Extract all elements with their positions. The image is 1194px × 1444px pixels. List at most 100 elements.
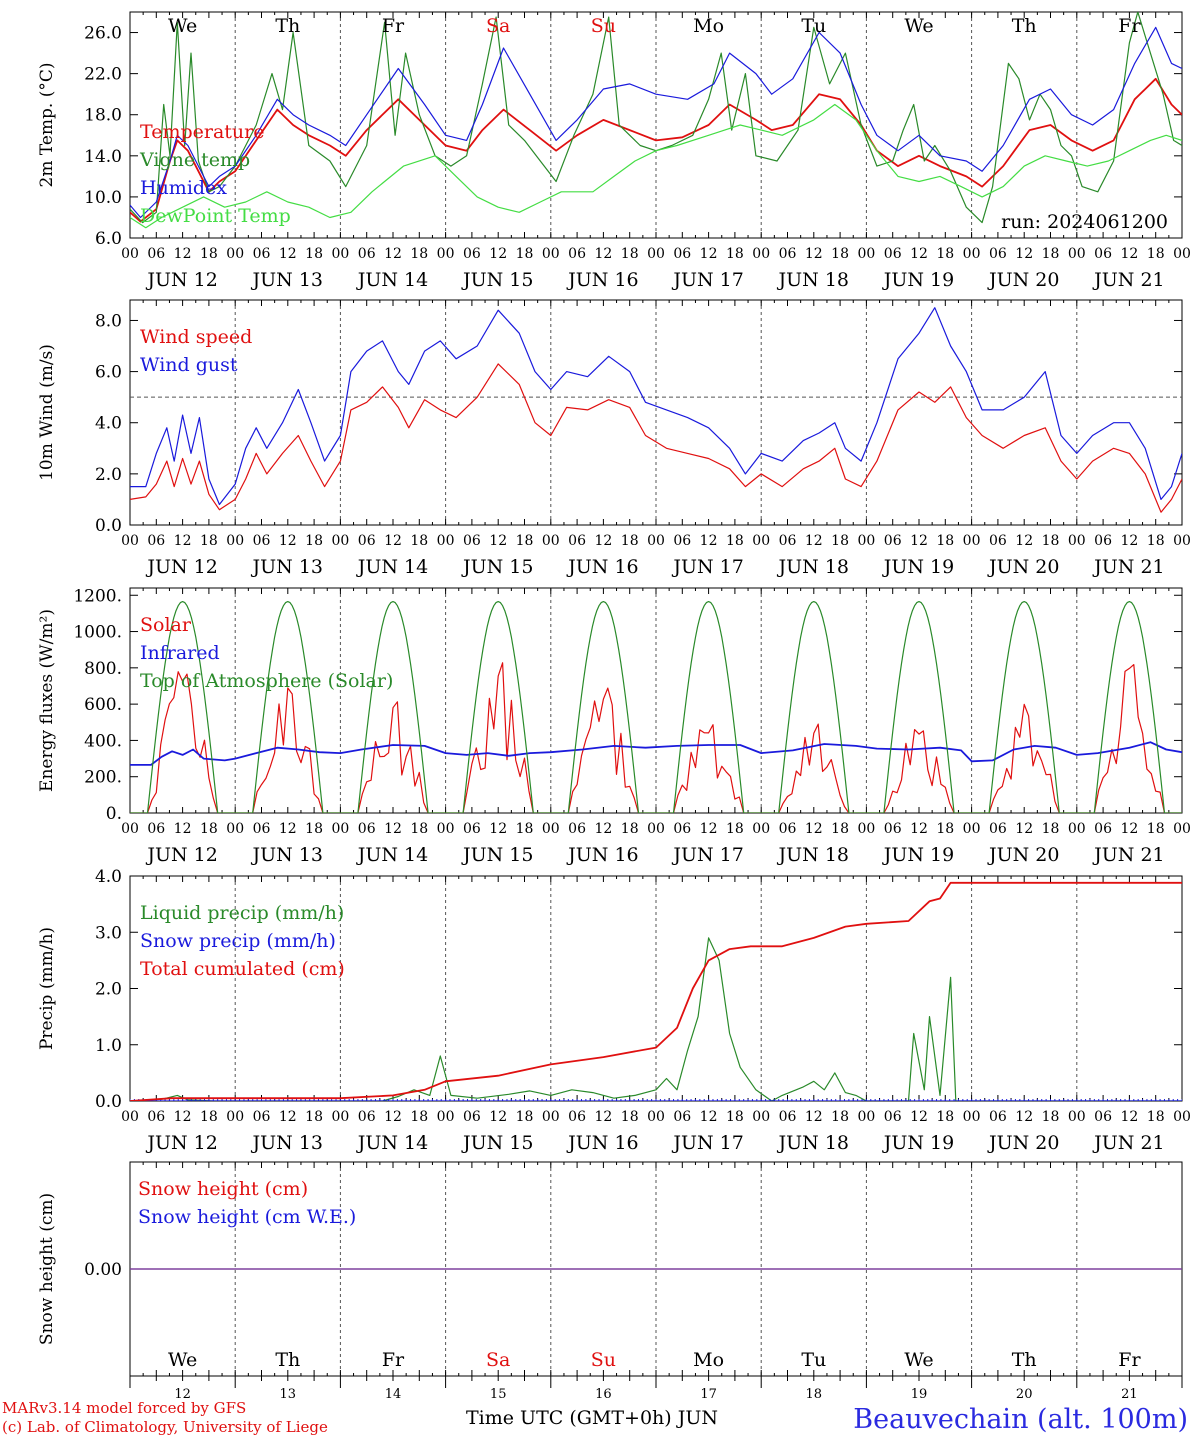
hour-tick-label: 18: [621, 821, 639, 837]
y-axis-label: 10m Wind (m/s): [37, 344, 57, 481]
panel-4: 0.0 1.0 2.0 3.0 4.0 Precip (mm/h) 00 06 12 18 00 06…: [37, 867, 1191, 1154]
hour-tick-label: 12: [489, 533, 507, 549]
y-tick-label: 10.0: [84, 188, 122, 208]
hour-tick-label: 00: [121, 1109, 139, 1125]
hour-tick-label: 18: [726, 821, 744, 837]
hour-tick-label: 18: [410, 821, 428, 837]
hour-tick-label: 18: [831, 533, 849, 549]
legend-entry: Infrared: [140, 642, 220, 664]
hour-tick-label: 12: [1120, 246, 1138, 262]
hour-tick-label: 12: [700, 821, 718, 837]
hour-tick-label: 18: [936, 1109, 954, 1125]
hour-tick-label: 18: [726, 1109, 744, 1125]
hour-tick-label: 18: [936, 821, 954, 837]
hour-tick-label: 12: [910, 1109, 928, 1125]
hour-tick-label: 00: [752, 246, 770, 262]
series-line-3: [130, 881, 1182, 1101]
hour-tick-label: 00: [857, 246, 875, 262]
y-tick-label: 200.: [84, 768, 122, 788]
hour-tick-label: 12: [1120, 1109, 1138, 1125]
hour-tick-label: 18: [516, 821, 534, 837]
y-tick-label: 400.: [84, 731, 122, 751]
date-label: JUN 16: [566, 1132, 638, 1154]
legend-entry: Temperature: [140, 121, 264, 143]
date-label: JUN 19: [882, 269, 954, 291]
date-label: JUN 21: [1092, 844, 1164, 866]
date-label: JUN 19: [882, 556, 954, 578]
hour-tick-label: 06: [253, 533, 271, 549]
hour-tick-label: 06: [1094, 1109, 1112, 1125]
day-name-label: We: [168, 15, 197, 37]
date-label: JUN 16: [566, 844, 638, 866]
hour-tick-label: 18: [936, 533, 954, 549]
hour-tick-label: 06: [147, 1109, 165, 1125]
hour-tick-label: 12: [700, 1109, 718, 1125]
date-label: JUN 20: [987, 269, 1059, 291]
hour-tick-label: 12: [174, 533, 192, 549]
hour-tick-label: 18: [516, 533, 534, 549]
hour-tick-label: 06: [568, 821, 586, 837]
hour-tick-label: 12: [1015, 533, 1033, 549]
hour-tick-label: 00: [647, 821, 665, 837]
hour-tick-label: 12: [910, 533, 928, 549]
hour-tick-label: 06: [989, 533, 1007, 549]
hour-tick-label: 18: [305, 1109, 323, 1125]
series-line-3: [130, 601, 1182, 813]
y-tick-label: 600.: [84, 695, 122, 715]
hour-tick-label: 06: [884, 1109, 902, 1125]
hour-tick-label: 00: [121, 821, 139, 837]
y-tick-label: 6.0: [95, 363, 122, 383]
date-label: JUN 12: [145, 556, 217, 578]
panel-1: 6.0 10.0 14.0 18.0 22.0 26.0 2m Temp. (°C) 00 06…: [37, 11, 1191, 291]
date-label: JUN 15: [461, 844, 533, 866]
date-label: JUN 12: [145, 269, 217, 291]
legend-entry: Snow height (cm): [138, 1178, 308, 1200]
hour-tick-label: 06: [463, 533, 481, 549]
hour-tick-label: 00: [542, 821, 560, 837]
date-label: JUN 19: [882, 844, 954, 866]
hour-tick-label: 06: [884, 821, 902, 837]
date-label: JUN 20: [987, 1132, 1059, 1154]
hour-tick-label: 12: [594, 1109, 612, 1125]
hour-tick-label: 00: [542, 533, 560, 549]
day-number-label: 18: [806, 1387, 823, 1402]
hour-tick-label: 06: [989, 246, 1007, 262]
hour-tick-label: 12: [910, 821, 928, 837]
series-group: [130, 601, 1182, 813]
date-label: JUN 13: [251, 1132, 323, 1154]
legend-entry: Humidex: [140, 177, 227, 199]
hour-tick-label: 00: [121, 246, 139, 262]
hour-tick-label: 18: [200, 821, 218, 837]
date-label: JUN 21: [1092, 556, 1164, 578]
hour-tick-label: 00: [963, 1109, 981, 1125]
date-label: JUN 21: [1092, 269, 1164, 291]
hour-tick-label: 00: [1068, 533, 1086, 549]
panel-3: 0. 200. 400. 600. 800. 1000. 1200. Energy fluxe…: [37, 586, 1191, 866]
date-label: JUN 20: [987, 556, 1059, 578]
day-name-label: Fr: [1118, 15, 1141, 37]
hour-tick-label: 12: [279, 821, 297, 837]
hour-tick-label: 06: [463, 821, 481, 837]
day-name-label: Th: [275, 15, 300, 37]
legend-entry: DewPoint Temp: [140, 205, 291, 227]
y-tick-label: 2.0: [95, 980, 122, 1000]
hour-tick-label: 12: [910, 246, 928, 262]
credit-line: (c) Lab. of Climatology, University of L…: [2, 1418, 328, 1436]
panel-5: 0.00 Snow height (cm) Snow height (cm) Snow…: [37, 1161, 1183, 1377]
hour-tick-label: 06: [253, 821, 271, 837]
legend-entry: Wind speed: [140, 326, 252, 348]
hour-tick-label: 06: [568, 533, 586, 549]
legend-entry: Vigne temp: [139, 149, 250, 171]
series-line-2: [130, 12, 1182, 224]
station-name: Beauvechain (alt. 100m): [853, 1404, 1188, 1435]
hour-tick-label: 18: [1042, 821, 1060, 837]
date-label: JUN 17: [671, 844, 743, 866]
hour-tick-label: 12: [489, 246, 507, 262]
series-group: [130, 307, 1182, 513]
hour-tick-label: 00: [121, 533, 139, 549]
hour-tick-label: 18: [1147, 246, 1165, 262]
date-label: JUN 18: [777, 556, 849, 578]
hour-tick-label: 12: [805, 1109, 823, 1125]
y-tick-label: 0.0: [95, 516, 122, 536]
legend-entry: Solar: [140, 614, 192, 636]
